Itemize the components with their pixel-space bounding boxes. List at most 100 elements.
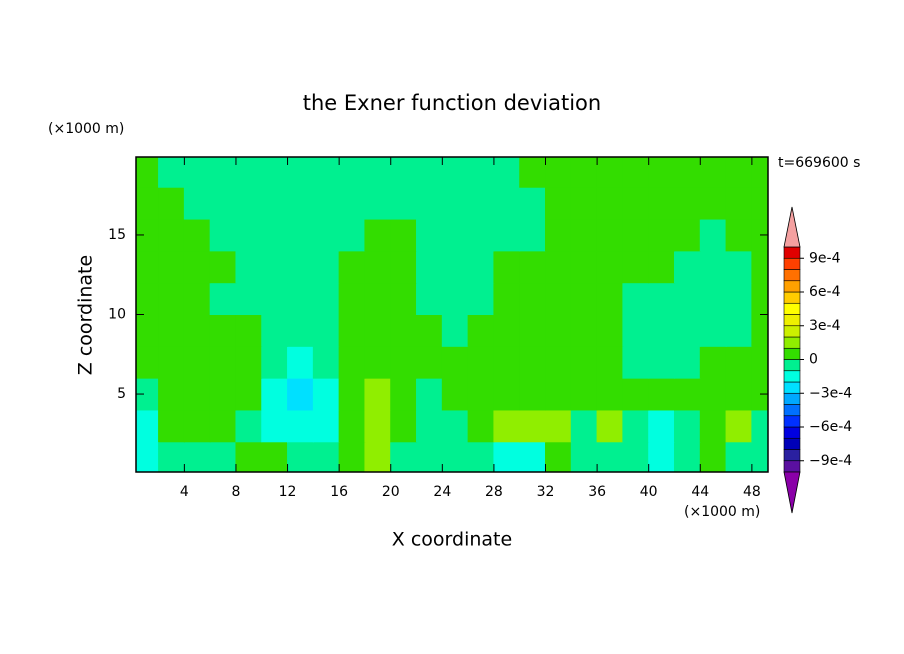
contour-cell	[261, 218, 289, 252]
contour-cell	[441, 157, 469, 188]
contour-cell	[673, 250, 701, 284]
contour-cell	[751, 441, 768, 472]
contour-cell	[312, 186, 340, 220]
contour-cell	[209, 218, 237, 252]
contour-cell	[441, 282, 469, 315]
contour-cell	[312, 218, 340, 252]
contour-cell	[751, 186, 768, 220]
contour-cell	[441, 441, 469, 472]
contour-cell	[158, 157, 185, 188]
contour-cell	[519, 250, 547, 284]
contour-cell	[390, 186, 418, 220]
y-tick-label: 10	[108, 307, 126, 323]
contour-cell	[287, 282, 314, 315]
contour-cell	[622, 186, 650, 220]
contour-cell	[416, 282, 443, 315]
contour-cell	[622, 377, 650, 411]
contour-cell	[158, 345, 185, 379]
contour-cell	[338, 409, 366, 443]
contour-cell	[183, 409, 211, 443]
colorbar-extension-high	[783, 206, 801, 248]
contour-cell	[699, 250, 727, 284]
contour-cell	[441, 314, 469, 347]
contour-cell	[287, 377, 314, 411]
contour-cell	[545, 218, 572, 252]
contour-cell	[725, 218, 753, 252]
contour-cell	[751, 314, 768, 347]
contour-cell	[390, 157, 418, 188]
contour-cell	[751, 157, 768, 188]
contour-field	[136, 157, 768, 472]
contour-cell	[596, 186, 624, 220]
contour-cell	[570, 441, 598, 472]
contour-cell	[622, 441, 650, 472]
contour-cell	[493, 441, 521, 472]
contour-cell	[235, 157, 263, 188]
contour-cell	[416, 441, 443, 472]
contour-cell	[390, 250, 418, 284]
contour-cell	[596, 441, 624, 472]
contour-cell	[751, 345, 768, 379]
contour-cell	[287, 441, 314, 472]
contour-cell	[441, 250, 469, 284]
contour-cell	[441, 377, 469, 411]
contour-cell	[261, 157, 289, 188]
contour-cell	[467, 157, 495, 188]
y-axis-label: Z coordinate	[75, 255, 97, 375]
colorbar-swatch	[783, 381, 801, 394]
x-tick-label: 8	[231, 484, 240, 500]
colorbar-swatch	[783, 359, 801, 372]
contour-cell	[493, 377, 521, 411]
colorbar-tick-label: 9e-4	[809, 250, 841, 266]
contour-cell	[622, 409, 650, 443]
contour-cell	[364, 282, 392, 315]
contour-cell	[338, 218, 366, 252]
contour-cell	[596, 409, 624, 443]
contour-cell	[183, 282, 211, 315]
contour-cell	[673, 314, 701, 347]
contour-cell	[545, 377, 572, 411]
contour-cell	[673, 186, 701, 220]
contour-cell	[673, 345, 701, 379]
contour-cell	[287, 186, 314, 220]
colorbar-swatch	[783, 291, 801, 304]
contour-cell	[648, 186, 675, 220]
contour-cell	[390, 314, 418, 347]
contour-cell	[183, 345, 211, 379]
contour-cell	[390, 377, 418, 411]
contour-cell	[467, 186, 495, 220]
contour-cell	[287, 250, 314, 284]
x-tick-label: 12	[279, 484, 297, 500]
contour-cell	[235, 377, 263, 411]
contour-cell	[493, 409, 521, 443]
x-tick-label: 48	[743, 484, 761, 500]
contour-cell	[467, 441, 495, 472]
contour-cell	[648, 157, 675, 188]
contour-cell	[622, 250, 650, 284]
contour-cell	[136, 314, 160, 347]
contour-cell	[622, 157, 650, 188]
contour-cell	[570, 218, 598, 252]
contour-cell	[183, 314, 211, 347]
contour-cell	[596, 250, 624, 284]
contour-cell	[261, 314, 289, 347]
contour-cell	[725, 441, 753, 472]
contour-cell	[287, 345, 314, 379]
contour-cell	[648, 377, 675, 411]
contour-cell	[364, 377, 392, 411]
x-tick-label: 32	[537, 484, 555, 500]
contour-cell	[183, 218, 211, 252]
contour-cell	[751, 409, 768, 443]
contour-cell	[158, 314, 185, 347]
contour-cell	[596, 314, 624, 347]
colorbar-swatch	[783, 404, 801, 417]
contour-cell	[235, 186, 263, 220]
contour-cell	[338, 345, 366, 379]
contour-cell	[467, 345, 495, 379]
contour-cell	[751, 218, 768, 252]
contour-cell	[493, 282, 521, 315]
contour-cell	[570, 250, 598, 284]
contour-cell	[136, 218, 160, 252]
contour-cell	[209, 377, 237, 411]
contour-cell	[725, 157, 753, 188]
